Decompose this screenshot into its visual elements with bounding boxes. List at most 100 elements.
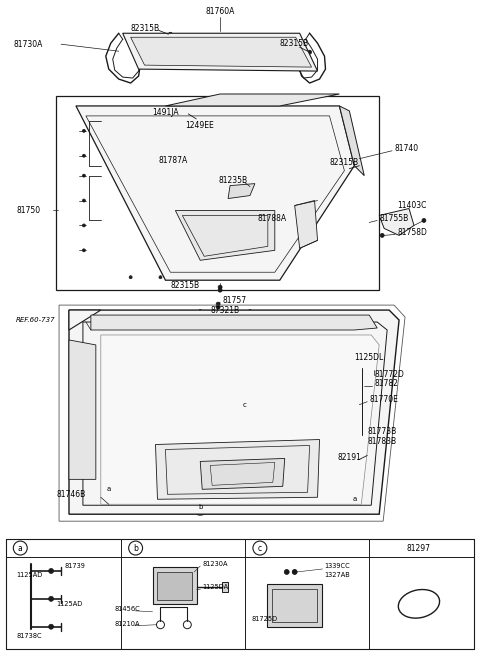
Polygon shape (379, 209, 414, 236)
Text: 81787A: 81787A (158, 156, 188, 165)
Circle shape (154, 510, 157, 513)
Circle shape (373, 496, 376, 499)
Text: 82191: 82191 (337, 453, 361, 462)
Circle shape (336, 164, 339, 167)
Circle shape (283, 35, 286, 39)
Text: 81788A: 81788A (258, 214, 287, 223)
Polygon shape (166, 94, 339, 106)
Text: 1249EE: 1249EE (185, 121, 214, 131)
Text: 81760A: 81760A (205, 7, 235, 16)
Circle shape (162, 591, 167, 596)
Circle shape (189, 276, 192, 279)
Circle shape (83, 129, 85, 133)
Text: 81772D: 81772D (374, 370, 404, 379)
Text: 82315B: 82315B (280, 39, 309, 48)
Circle shape (380, 234, 384, 237)
Text: 81230A: 81230A (202, 561, 228, 567)
Polygon shape (76, 106, 354, 280)
Circle shape (196, 118, 200, 122)
Circle shape (216, 305, 220, 309)
Text: 1125DL: 1125DL (354, 354, 384, 362)
Circle shape (253, 276, 256, 279)
Polygon shape (200, 459, 285, 489)
Circle shape (104, 321, 107, 323)
Circle shape (293, 570, 297, 574)
Circle shape (218, 285, 222, 289)
Polygon shape (228, 184, 255, 199)
Text: 81782: 81782 (374, 379, 398, 388)
Text: 81746B: 81746B (56, 490, 85, 499)
Circle shape (249, 310, 252, 312)
Circle shape (159, 276, 162, 279)
Circle shape (79, 398, 83, 401)
Circle shape (48, 596, 54, 602)
Polygon shape (153, 567, 197, 604)
Circle shape (292, 569, 297, 575)
Circle shape (162, 575, 167, 579)
Text: a: a (107, 486, 111, 492)
Circle shape (83, 249, 85, 252)
Polygon shape (157, 572, 192, 600)
Text: REF.60-737: REF.60-737 (16, 317, 56, 323)
Text: a: a (18, 544, 23, 552)
Circle shape (82, 488, 84, 491)
Text: 81210A: 81210A (115, 621, 140, 626)
Circle shape (422, 218, 426, 222)
Text: 1339CC: 1339CC (324, 563, 350, 569)
Circle shape (336, 125, 339, 127)
Circle shape (360, 428, 364, 432)
Text: 1125AD: 1125AD (16, 572, 43, 578)
Circle shape (183, 591, 188, 596)
Text: a: a (352, 497, 357, 502)
Text: 82315B: 82315B (131, 24, 160, 33)
Text: 81730A: 81730A (13, 40, 43, 49)
Circle shape (372, 368, 376, 372)
Text: 82315B: 82315B (171, 281, 200, 290)
Circle shape (346, 168, 349, 172)
Text: 1491JA: 1491JA (153, 108, 179, 117)
Circle shape (199, 310, 202, 312)
Text: c: c (243, 401, 247, 407)
Circle shape (308, 50, 312, 54)
Circle shape (149, 310, 152, 314)
Polygon shape (101, 335, 379, 504)
Polygon shape (267, 584, 322, 626)
Circle shape (380, 418, 383, 421)
Circle shape (104, 506, 107, 509)
Circle shape (338, 506, 341, 509)
Circle shape (109, 504, 113, 508)
Circle shape (360, 366, 364, 370)
Circle shape (376, 458, 379, 461)
Text: b: b (133, 544, 138, 552)
Circle shape (204, 35, 207, 39)
Polygon shape (131, 37, 312, 67)
Circle shape (264, 35, 266, 38)
Text: 81235B: 81235B (218, 176, 247, 185)
Text: 1327AB: 1327AB (324, 572, 350, 578)
Text: 81783B: 81783B (367, 437, 396, 446)
Polygon shape (175, 211, 275, 260)
Circle shape (336, 144, 339, 147)
Polygon shape (69, 340, 96, 480)
Text: 81758D: 81758D (397, 228, 427, 237)
Circle shape (362, 432, 366, 436)
Polygon shape (123, 33, 318, 71)
Polygon shape (156, 440, 320, 499)
Text: 87321B: 87321B (210, 306, 240, 315)
Circle shape (83, 199, 85, 202)
Circle shape (214, 511, 216, 514)
Circle shape (250, 186, 254, 190)
Circle shape (168, 32, 172, 36)
Circle shape (360, 398, 364, 401)
Text: 11403C: 11403C (397, 201, 426, 210)
Circle shape (79, 356, 83, 359)
Circle shape (303, 310, 306, 314)
Text: 81755B: 81755B (379, 214, 408, 223)
Text: 81739: 81739 (64, 563, 85, 569)
Polygon shape (339, 106, 364, 176)
Circle shape (298, 38, 301, 41)
Circle shape (90, 329, 94, 333)
Polygon shape (295, 201, 318, 249)
Circle shape (373, 338, 376, 341)
Text: 81456C: 81456C (115, 605, 141, 612)
